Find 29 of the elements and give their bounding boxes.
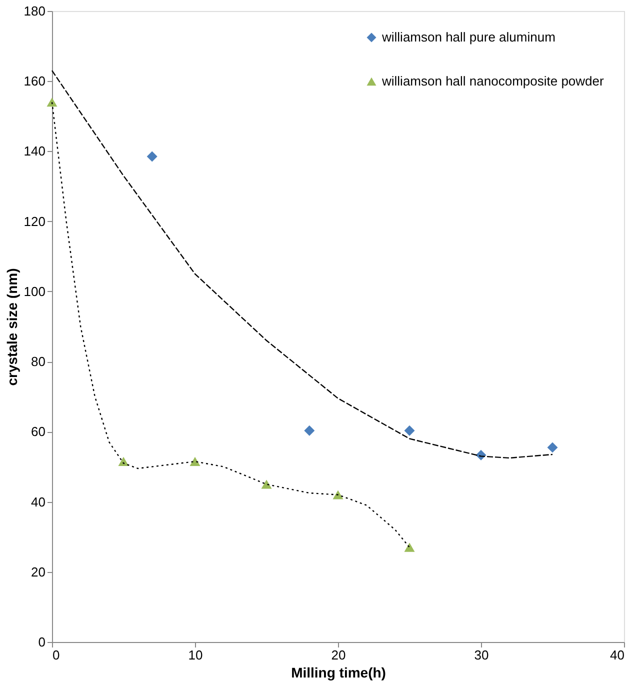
y-tick-label: 160 — [24, 74, 46, 89]
y-tick-label: 40 — [31, 494, 46, 510]
y-tick-label: 120 — [24, 214, 46, 229]
x-tick-label: 20 — [331, 648, 346, 662]
x-axis-title: Milling time(h) — [291, 664, 386, 680]
point — [46, 98, 58, 107]
legend-label: williamson hall pure aluminum — [381, 30, 556, 44]
point — [304, 425, 315, 436]
y-tick-label: 60 — [31, 424, 46, 440]
y-axis-title: crystale size (nm) — [4, 268, 20, 386]
point — [261, 480, 272, 489]
point — [332, 490, 344, 500]
y-tick-label: 80 — [31, 354, 46, 370]
x-tick-label: 40 — [610, 648, 624, 662]
x-tick-label: 0 — [52, 648, 60, 662]
x-tick-label: 30 — [474, 648, 489, 662]
x-tick-label: 10 — [188, 648, 203, 662]
point — [118, 456, 129, 466]
point — [404, 425, 415, 436]
y-tick-label: 20 — [31, 564, 46, 580]
point — [190, 456, 200, 466]
y-tick-label: 140 — [24, 144, 46, 159]
y-tick-label: 180 — [24, 4, 46, 18]
point — [146, 151, 158, 162]
point — [404, 542, 415, 552]
point — [547, 442, 558, 453]
y-tick-label: 100 — [24, 284, 46, 299]
legend-label: williamson hall nanocomposite powder — [381, 74, 605, 88]
y-tick-label: 0 — [38, 634, 46, 650]
